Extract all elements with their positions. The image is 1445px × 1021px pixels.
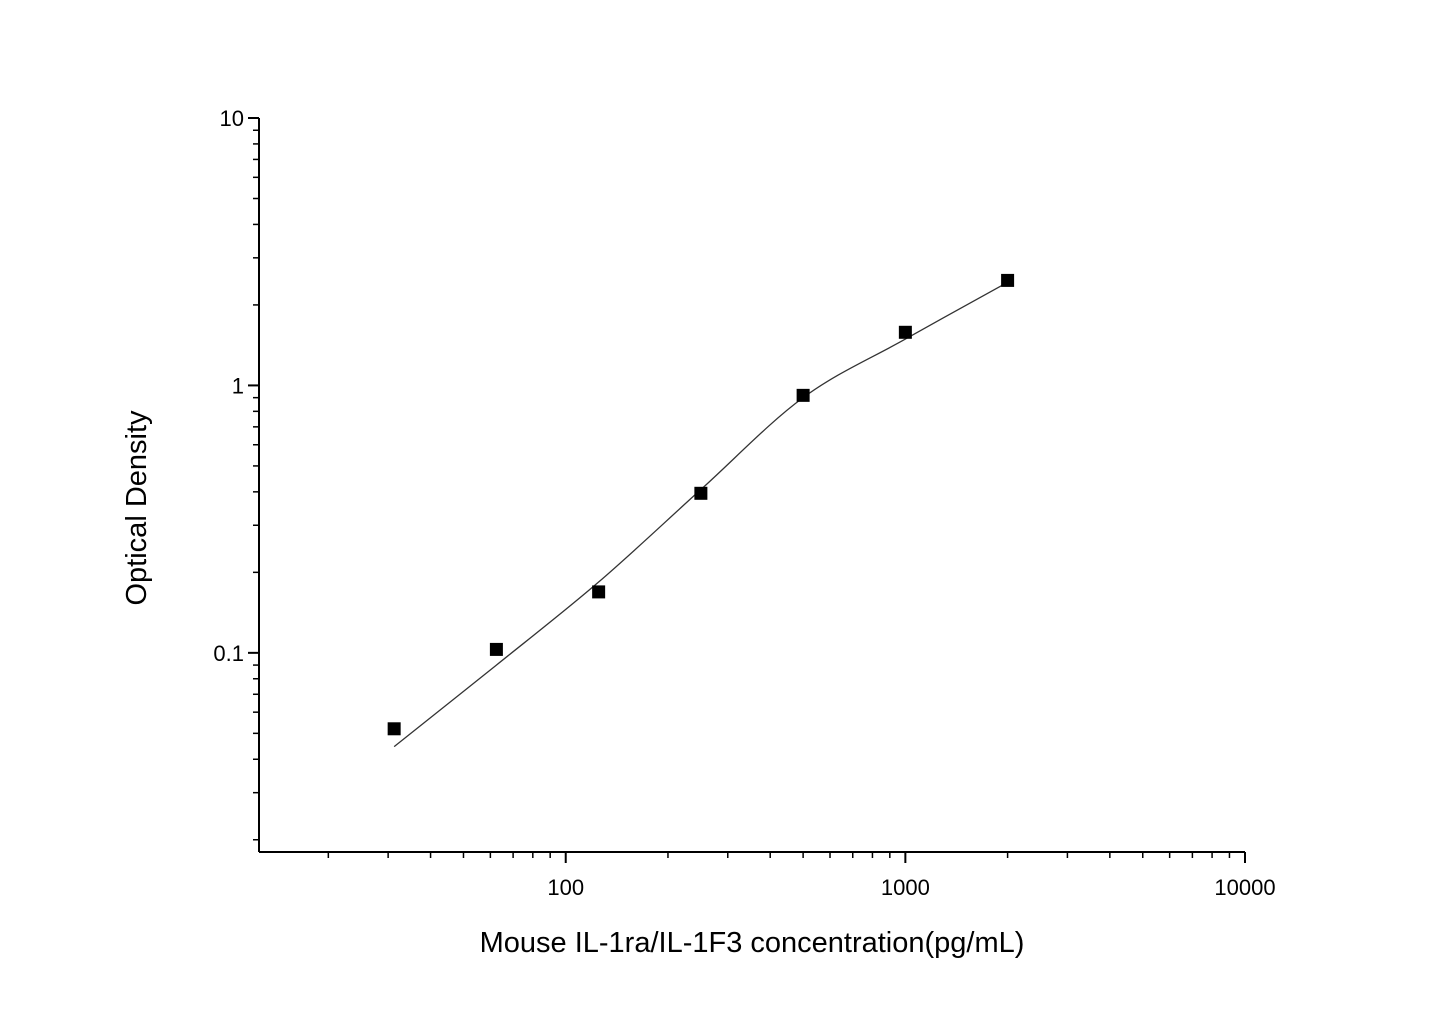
x-tick-label: 10000 (1214, 875, 1275, 900)
data-point (796, 388, 810, 402)
x-axis-title: Mouse IL-1ra/IL-1F3 concentration(pg/mL) (480, 927, 1025, 959)
x-tick-label: 100 (547, 875, 584, 900)
data-point (694, 486, 708, 500)
data-point (592, 585, 606, 599)
data-point (387, 722, 401, 736)
data-point (1001, 273, 1015, 287)
y-axis-title: Optical Density (121, 410, 153, 606)
y-tick-label: 1 (232, 373, 244, 398)
x-tick-label: 1000 (881, 875, 930, 900)
data-point (898, 325, 912, 339)
y-tick-label: 10 (220, 106, 244, 131)
data-point (489, 642, 503, 656)
y-tick-label: 0.1 (213, 641, 244, 666)
